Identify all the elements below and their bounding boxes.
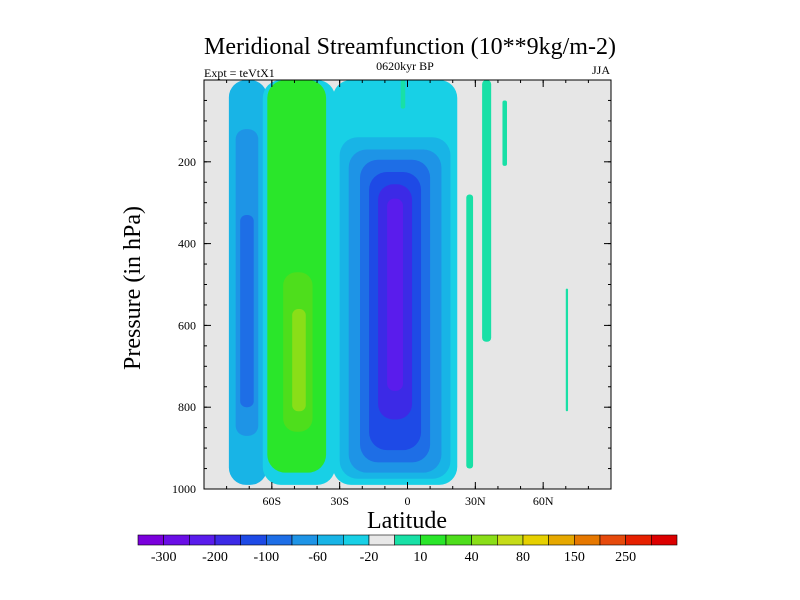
y-tick-label: 600 <box>178 318 196 332</box>
colorbar-swatch <box>368 534 395 546</box>
experiment-label: Expt = teVtX1 <box>204 66 275 80</box>
y-axis-label: Pressure (in hPa) <box>120 206 146 370</box>
nh-streak-2 <box>482 80 492 342</box>
colorbar-swatch <box>445 534 472 546</box>
colorbar-swatch <box>420 534 447 546</box>
colorbar-label: 150 <box>564 550 585 565</box>
colorbar-label: -300 <box>151 550 177 565</box>
plot-area <box>204 80 611 489</box>
axes: 60S 30S 0 30N 60N 200 400 600 800 1000 <box>172 79 612 508</box>
colorbar-label: 40 <box>465 550 479 565</box>
x-tick-label: 30N <box>465 494 486 508</box>
colorbar-swatch <box>189 534 216 546</box>
season-label: JJA <box>592 63 610 77</box>
colorbar-swatch <box>291 534 318 546</box>
x-tick-label: 60S <box>262 494 281 508</box>
nh-streak-5 <box>565 288 569 412</box>
colorbar-swatch <box>137 534 164 546</box>
colorbar-swatch <box>471 534 498 546</box>
chart-title: Meridional Streamfunction (10**9kg/m-2) <box>204 34 616 60</box>
colorbar-swatch <box>394 534 421 546</box>
x-tick-label: 0 <box>405 494 411 508</box>
colorbar-swatch <box>317 534 344 546</box>
colorbar-label: -60 <box>308 550 327 565</box>
colorbar-swatch <box>214 534 241 546</box>
x-tick-label: 60N <box>533 494 554 508</box>
colorbar-label: -200 <box>202 550 228 565</box>
y-tick-label: 800 <box>178 400 196 414</box>
hadley-cell-core <box>387 198 403 391</box>
colorbar-swatch <box>651 534 678 546</box>
y-tick-label: 400 <box>178 237 196 251</box>
y-tick-label: 200 <box>178 155 196 169</box>
colorbar-swatch <box>163 534 190 546</box>
positive-cell-core <box>292 309 306 412</box>
nh-streak-1 <box>466 194 474 469</box>
colorbar-swatch <box>266 534 293 546</box>
colorbar-swatch <box>240 534 267 546</box>
colorbar-swatch <box>343 534 370 546</box>
colorbar-swatch <box>625 534 652 546</box>
x-tick-label: 30S <box>330 494 349 508</box>
colorbar-swatch <box>548 534 575 546</box>
time-label: 0620kyr BP <box>376 59 434 73</box>
colorbar-label: 10 <box>413 550 427 565</box>
colorbar-swatch <box>574 534 601 546</box>
colorbar-swatch <box>497 534 524 546</box>
colorbar-swatch <box>522 534 549 546</box>
colorbar-label: -100 <box>253 550 279 565</box>
x-axis-label: Latitude <box>367 508 447 534</box>
y-tick-label: 1000 <box>172 482 196 496</box>
southern-cell-core <box>240 214 254 408</box>
colorbar: -300 -200 -100 -60 -20 10 40 80 150 250 <box>137 534 678 565</box>
colorbar-label: 250 <box>615 550 636 565</box>
colorbar-swatch <box>599 534 626 546</box>
nh-streak-3 <box>502 100 507 166</box>
colorbar-label: 80 <box>516 550 530 565</box>
nh-streak-4 <box>400 80 406 109</box>
colorbar-label: -20 <box>360 550 379 565</box>
